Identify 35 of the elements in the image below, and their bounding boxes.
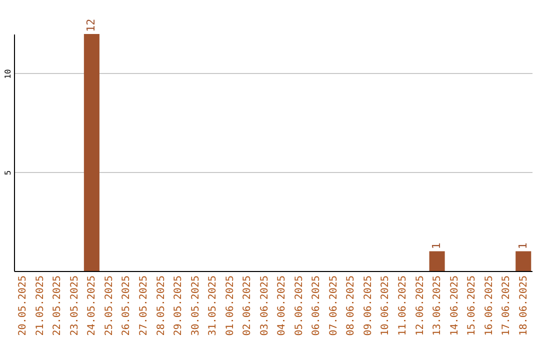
x-tick-label: 18.06.2025 <box>518 276 530 336</box>
x-tick-label: 23.05.2025 <box>69 276 80 336</box>
x-tick-label: 03.06.2025 <box>259 276 270 336</box>
x-tick-label: 02.06.2025 <box>242 276 254 336</box>
x-tick-label: 07.06.2025 <box>328 276 340 336</box>
x-tick-label: 15.06.2025 <box>466 276 478 336</box>
x-tick-label: 25.05.2025 <box>104 276 115 336</box>
x-tick-label: 22.05.2025 <box>52 276 64 336</box>
x-tick-label: 29.05.2025 <box>173 276 184 336</box>
x-tick-label: 26.05.2025 <box>121 276 132 336</box>
x-tick-label: 13.06.2025 <box>432 276 444 336</box>
x-tick-label: 05.06.2025 <box>294 276 305 336</box>
x-tick-label: 01.06.2025 <box>224 276 236 336</box>
x-tick-label: 30.05.2025 <box>190 276 202 336</box>
x-tick-label: 17.06.2025 <box>501 276 512 336</box>
x-tick-label: 31.05.2025 <box>208 276 219 336</box>
x-tick-label: 28.05.2025 <box>156 276 167 336</box>
y-tick-label: 10 <box>4 69 12 79</box>
y-tick-label: 5 <box>4 170 12 176</box>
x-tick-label: 14.06.2025 <box>449 276 460 336</box>
x-tick-label: 06.06.2025 <box>311 276 322 336</box>
x-tick-label: 04.06.2025 <box>276 276 288 336</box>
x-tick-label: 20.05.2025 <box>18 276 29 336</box>
x-tick-label: 11.06.2025 <box>398 276 408 336</box>
x-tick-label: 08.06.2025 <box>346 276 357 336</box>
data-label: 1 <box>430 242 444 250</box>
data-label: 12 <box>84 18 98 32</box>
x-tick-label: 24.05.2025 <box>86 276 98 336</box>
x-tick-label: 27.05.2025 <box>138 276 150 336</box>
x-tick-label: 12.06.2025 <box>414 276 426 336</box>
x-tick-label: 10.06.2025 <box>380 276 392 336</box>
data-label: 1 <box>516 242 530 250</box>
x-tick-label: 09.06.2025 <box>362 276 374 336</box>
x-tick-label: 21.05.2025 <box>34 276 46 336</box>
x-tick-label: 16.06.2025 <box>484 276 495 336</box>
